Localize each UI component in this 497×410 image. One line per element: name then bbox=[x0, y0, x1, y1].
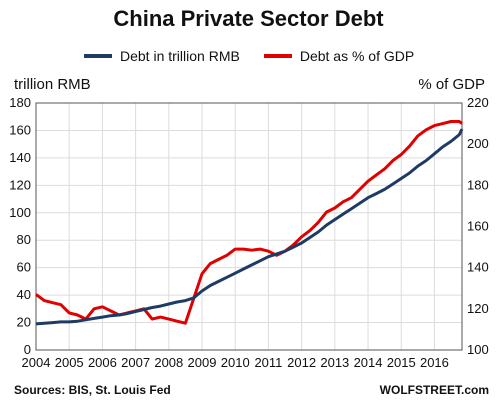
legend-swatch-debt-rmb bbox=[84, 54, 112, 58]
series-line-debt-gdp bbox=[35, 120, 463, 325]
x-tick-label: 2012 bbox=[287, 355, 316, 370]
x-tick-label: 2005 bbox=[55, 355, 84, 370]
x-tick-label: 2004 bbox=[22, 355, 51, 370]
x-tick-label: 2016 bbox=[420, 355, 449, 370]
x-tick-label: 2006 bbox=[88, 355, 117, 370]
y-left-tick-label: 0 bbox=[24, 342, 31, 357]
legend-item-debt-gdp: Debt as % of GDP bbox=[263, 48, 415, 64]
legend-swatch-debt-gdp bbox=[263, 54, 292, 58]
y-right-tick-label: 180 bbox=[467, 177, 489, 192]
y-left-tick-label: 140 bbox=[9, 150, 31, 165]
y-right-tick-label: 120 bbox=[467, 301, 489, 316]
y-left-tick-label: 80 bbox=[17, 232, 31, 247]
y-left-tick-label: 20 bbox=[17, 315, 31, 330]
legend-item-debt-rmb: Debt in trillion RMB bbox=[84, 48, 240, 64]
y-right-tick-label: 100 bbox=[467, 342, 489, 357]
legend: Debt in trillion RMB Debt as % of GDP bbox=[84, 48, 414, 64]
x-tick-label: 2014 bbox=[354, 355, 383, 370]
x-tick-label: 2011 bbox=[254, 355, 282, 370]
x-tick-label: 2007 bbox=[121, 355, 150, 370]
y-right-tick-label: 140 bbox=[467, 260, 489, 275]
source-note: Sources: BIS, St. Louis Fed bbox=[14, 383, 171, 397]
y-left-tick-label: 120 bbox=[9, 177, 31, 192]
y-left-tick-label: 100 bbox=[9, 205, 31, 220]
y-left-tick-label: 160 bbox=[9, 122, 31, 137]
x-tick-label: 2010 bbox=[221, 355, 250, 370]
left-axis-title: trillion RMB bbox=[14, 76, 91, 93]
plot-frame bbox=[35, 102, 463, 351]
brand-label: WOLFSTREET.com bbox=[379, 383, 489, 397]
series-line-debt-rmb bbox=[35, 128, 464, 326]
y-right-tick-label: 220 bbox=[467, 95, 489, 110]
y-left-tick-label: 180 bbox=[9, 95, 31, 110]
legend-label-debt-rmb: Debt in trillion RMB bbox=[120, 48, 240, 64]
y-left-tick-label: 40 bbox=[17, 287, 31, 302]
right-axis-title: % of GDP bbox=[418, 76, 485, 93]
x-tick-label: 2009 bbox=[188, 355, 217, 370]
y-right-tick-label: 160 bbox=[467, 219, 489, 234]
y-right-tick-label: 200 bbox=[467, 136, 489, 151]
y-left-tick-label: 60 bbox=[17, 260, 31, 275]
legend-label-debt-gdp: Debt as % of GDP bbox=[299, 48, 415, 64]
chart-title: China Private Sector Debt bbox=[113, 6, 384, 31]
x-tick-label: 2015 bbox=[387, 355, 416, 370]
x-tick-label: 2013 bbox=[320, 355, 349, 370]
x-tick-label: 2008 bbox=[154, 355, 183, 370]
